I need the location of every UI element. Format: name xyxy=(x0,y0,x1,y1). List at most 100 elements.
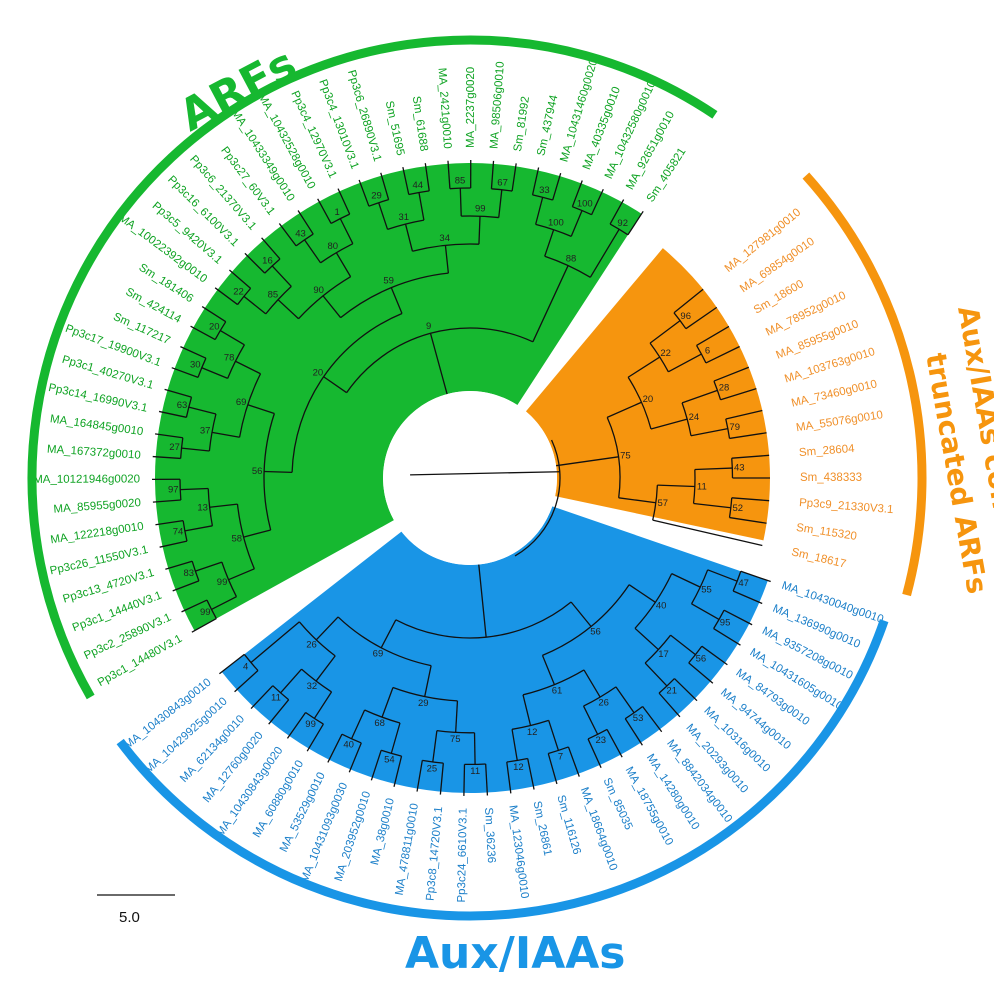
bootstrap-value: 44 xyxy=(412,180,423,191)
branch-segment xyxy=(725,409,763,420)
branch-arc xyxy=(298,621,336,657)
branch-segment xyxy=(459,188,462,217)
bootstrap-value: 55 xyxy=(701,585,712,596)
bootstrap-value: 61 xyxy=(552,686,563,697)
scale-bar: 5.0 xyxy=(97,894,175,926)
branch-segment xyxy=(243,529,271,538)
branch-segment xyxy=(190,325,216,341)
leaf-label: MA_38g0010 xyxy=(369,797,397,866)
branch-segment xyxy=(649,320,681,344)
leaf-label: MA_123046g0010 xyxy=(506,805,530,900)
bootstrap-value: 92 xyxy=(617,218,628,229)
bootstrap-value: 29 xyxy=(371,191,382,202)
branch-segment xyxy=(729,516,767,524)
branch-segment xyxy=(535,197,544,225)
branch-arc xyxy=(725,418,731,439)
branch-segment xyxy=(390,722,401,754)
branch-segment xyxy=(652,519,763,547)
branch-arc xyxy=(624,706,644,720)
branch-arc xyxy=(387,219,425,230)
bootstrap-value: 17 xyxy=(658,649,669,660)
leaf-label: Pp3c24_6610V3.1 xyxy=(456,808,470,903)
bootstrap-value: 56 xyxy=(696,653,707,664)
bootstrap-value: 26 xyxy=(598,698,609,709)
bootstrap-value: 56 xyxy=(252,466,263,477)
branch-segment xyxy=(424,163,430,191)
leaf-label: MA_127981g0010 xyxy=(723,207,804,275)
clade-sectors xyxy=(155,163,770,794)
branch-segment xyxy=(418,192,425,221)
branch-segment xyxy=(701,645,728,666)
branch-segment xyxy=(681,389,718,404)
branch-arc xyxy=(713,380,722,400)
branch-segment xyxy=(627,356,661,378)
bootstrap-value: 25 xyxy=(427,763,438,774)
branch-segment xyxy=(628,584,656,603)
branch-segment xyxy=(685,306,718,330)
bootstrap-value: 22 xyxy=(660,348,671,359)
branch-segment xyxy=(380,172,390,200)
branch-segment xyxy=(650,418,688,430)
bootstrap-value: 30 xyxy=(190,360,201,371)
branch-segment xyxy=(278,223,297,247)
bootstrap-value: 88 xyxy=(566,254,577,265)
leaf-label: Sm_437944 xyxy=(535,93,560,157)
bootstrap-value: 59 xyxy=(383,276,394,287)
bootstrap-value: 75 xyxy=(620,450,631,461)
branch-segment xyxy=(159,540,188,548)
branch-segment xyxy=(691,603,720,621)
center-hole xyxy=(383,391,557,565)
bootstrap-value: 9 xyxy=(426,321,431,332)
branch-segment xyxy=(532,265,569,343)
arf-sector xyxy=(155,163,642,631)
branch-segment xyxy=(544,229,555,257)
branch-segment xyxy=(191,618,217,633)
branch-segment xyxy=(522,694,532,726)
branch-segment xyxy=(671,573,701,588)
clade-label-aux-iaas: Aux/IAAs xyxy=(405,928,626,979)
bootstrap-value: 24 xyxy=(689,412,700,423)
branch-segment xyxy=(378,202,389,230)
bootstrap-value: 74 xyxy=(173,527,184,538)
bootstrap-value: 97 xyxy=(168,484,179,495)
leaf-label: MA_167372g0010 xyxy=(47,443,142,461)
bootstrap-value: 99 xyxy=(217,577,228,588)
leaf-label: MA_478811g0010 xyxy=(394,802,421,896)
leaf-label: Pp3c16_6100V3.1 xyxy=(165,174,240,249)
branch-segment xyxy=(219,329,245,346)
branch-segment xyxy=(327,733,343,763)
bootstrap-value: 20 xyxy=(313,367,324,378)
branch-arc xyxy=(713,609,725,629)
bootstrap-value: 4 xyxy=(243,662,248,673)
bootstrap-value: 54 xyxy=(384,755,395,766)
branch-segment xyxy=(315,655,336,682)
branch-segment xyxy=(478,216,481,245)
branch-segment xyxy=(381,687,394,718)
branch-segment xyxy=(317,198,332,224)
branch-segment xyxy=(323,376,348,394)
leaf-label: MA_20293g0010 xyxy=(683,722,750,796)
branch-segment xyxy=(402,167,410,195)
branch-segment xyxy=(247,404,275,415)
branch-arc xyxy=(572,206,592,216)
leaf-label: MA_10121946g0020 xyxy=(33,473,140,485)
branch-segment xyxy=(583,669,601,698)
branch-arc xyxy=(206,599,217,619)
leaf-label: Sm_61688 xyxy=(410,95,430,152)
branch-segment xyxy=(548,720,560,751)
bootstrap-value: 96 xyxy=(680,311,691,322)
bootstrap-value: 11 xyxy=(271,693,281,704)
branch-segment xyxy=(209,503,238,508)
bootstrap-value: 99 xyxy=(305,719,316,730)
branch-segment xyxy=(306,723,324,752)
branch-segment xyxy=(348,742,362,773)
branch-segment xyxy=(234,670,259,693)
bootstrap-value: 95 xyxy=(720,617,731,628)
leaf-label: Sm_116126 xyxy=(554,794,582,856)
bootstrap-value: 43 xyxy=(734,462,745,473)
branch-segment xyxy=(439,763,444,795)
branch-arc xyxy=(422,759,444,764)
leaf-label: Sm_438333 xyxy=(800,472,862,484)
clade-arcs xyxy=(27,35,927,921)
